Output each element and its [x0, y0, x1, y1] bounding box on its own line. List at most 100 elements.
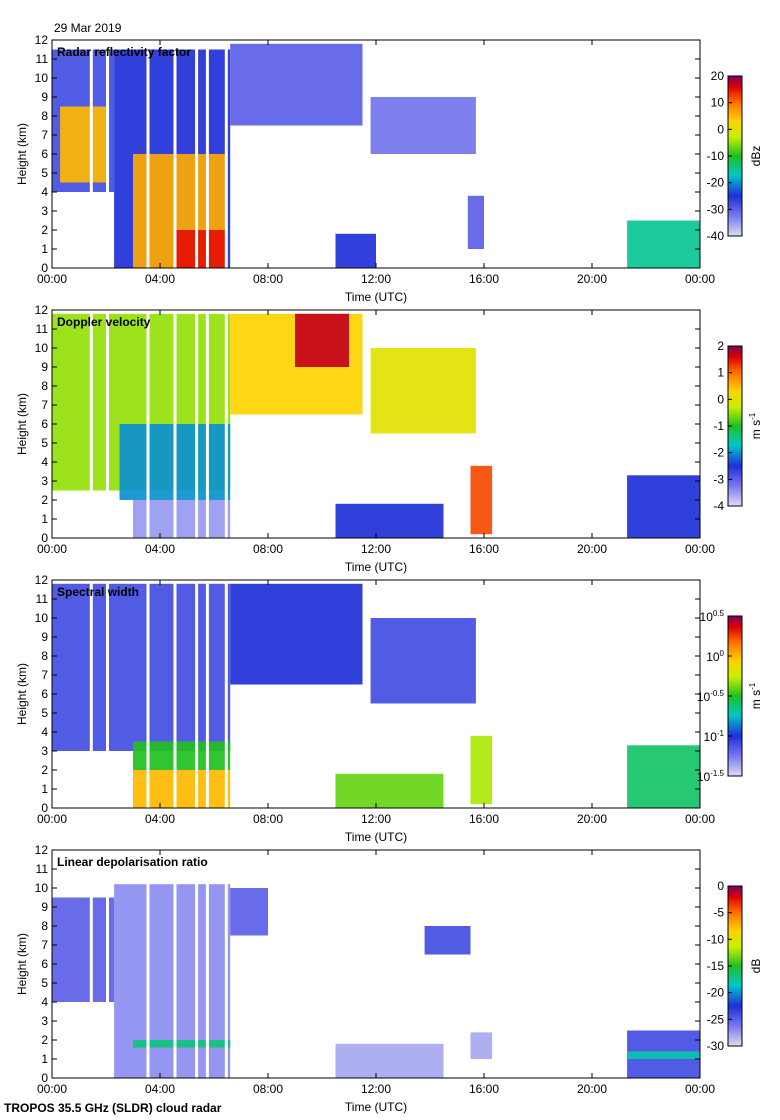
- y-tick-label: 6: [41, 417, 48, 431]
- data-gap: [89, 580, 93, 808]
- colorbar-unit: m s-1: [748, 682, 763, 709]
- data-region: [335, 1043, 444, 1078]
- colorbar-tick-label: -5: [713, 906, 724, 920]
- data-gap: [195, 850, 199, 1078]
- colorbar-tick-label: 2: [717, 339, 724, 353]
- y-tick-label: 3: [41, 204, 48, 218]
- colorbar-tick-label: 0: [717, 879, 724, 893]
- colorbar-tick-label: -3: [713, 472, 724, 486]
- data-regions: [52, 580, 700, 808]
- panel-title: Linear depolarisation ratio: [57, 855, 208, 869]
- y-tick-label: 0: [41, 531, 48, 545]
- data-gap: [195, 310, 199, 538]
- data-gap: [106, 310, 109, 538]
- y-tick-label: 2: [41, 1033, 48, 1047]
- y-tick-label: 10: [35, 341, 49, 355]
- x-tick-label: 08:00: [253, 272, 283, 286]
- colorbar-tick-label: 0: [717, 122, 724, 136]
- data-regions: [52, 310, 700, 538]
- date-label: 29 Mar 2019: [54, 21, 122, 35]
- data-gap: [195, 580, 199, 808]
- y-tick-label: 10: [35, 611, 49, 625]
- x-tick-label: 04:00: [145, 812, 175, 826]
- y-tick-label: 8: [41, 919, 48, 933]
- y-tick-label: 11: [36, 592, 49, 606]
- y-tick-label: 0: [41, 1071, 48, 1085]
- y-tick-label: 2: [41, 493, 48, 507]
- data-region: [467, 195, 484, 249]
- y-tick-label: 5: [41, 976, 48, 990]
- y-axis-label: Height (km): [15, 663, 29, 725]
- colorbar-tick-label: 100.5: [700, 609, 725, 624]
- x-tick-label: 00:00: [37, 812, 67, 826]
- y-tick-label: 7: [41, 938, 48, 952]
- x-tick-label: 12:00: [361, 812, 391, 826]
- y-tick-label: 10: [35, 881, 49, 895]
- data-gap: [173, 850, 177, 1078]
- data-region: [627, 475, 700, 538]
- colorbar-unit: dB: [749, 959, 763, 974]
- y-axis-label: Height (km): [15, 933, 29, 995]
- x-tick-label: 00:00: [37, 542, 67, 556]
- y-tick-label: 8: [41, 109, 48, 123]
- y-axis-label: Height (km): [15, 123, 29, 185]
- data-region: [335, 503, 444, 538]
- data-region: [370, 97, 476, 154]
- x-tick-label: 16:00: [469, 542, 499, 556]
- x-tick-label: 00:00: [37, 272, 67, 286]
- data-gap: [173, 40, 177, 268]
- x-axis-label: Time (UTC): [345, 560, 407, 574]
- y-tick-label: 7: [41, 668, 48, 682]
- data-region: [370, 348, 476, 434]
- y-tick-label: 8: [41, 649, 48, 663]
- data-gap: [205, 40, 209, 268]
- colorbar-tick-label: -40: [707, 229, 725, 243]
- x-axis-label: Time (UTC): [345, 1100, 407, 1114]
- x-axis-label: Time (UTC): [345, 290, 407, 304]
- y-tick-label: 9: [41, 360, 48, 374]
- data-region: [470, 1032, 493, 1059]
- colorbar-tick-label: -10: [707, 149, 725, 163]
- y-tick-label: 1: [41, 782, 48, 796]
- x-tick-label: 20:00: [577, 1082, 607, 1096]
- y-tick-label: 6: [41, 687, 48, 701]
- instrument-caption: TROPOS 35.5 GHz (SLDR) cloud radar: [4, 1101, 222, 1115]
- y-tick-label: 12: [35, 843, 49, 857]
- y-tick-label: 0: [41, 801, 48, 815]
- x-tick-label: 00:00: [685, 1082, 715, 1096]
- colorbar-tick-label: -25: [707, 1012, 725, 1026]
- colorbar-tick-label: -15: [707, 959, 725, 973]
- data-gap: [205, 580, 209, 808]
- y-tick-label: 4: [41, 185, 48, 199]
- data-region: [230, 43, 363, 126]
- colorbar-tick-label: 0: [717, 392, 724, 406]
- panel-title: Radar reflectivity factor: [57, 45, 191, 59]
- x-axis-label: Time (UTC): [345, 830, 407, 844]
- y-tick-label: 8: [41, 379, 48, 393]
- x-tick-label: 20:00: [577, 812, 607, 826]
- y-tick-label: 4: [41, 725, 48, 739]
- data-gap: [146, 850, 150, 1078]
- x-tick-label: 04:00: [145, 272, 175, 286]
- x-tick-label: 00:00: [685, 812, 715, 826]
- y-tick-label: 1: [41, 512, 48, 526]
- colorbar-tick-label: 10: [711, 96, 725, 110]
- y-tick-label: 9: [41, 630, 48, 644]
- data-gap: [89, 40, 93, 268]
- y-tick-label: 7: [41, 398, 48, 412]
- data-regions: [52, 40, 700, 268]
- data-gap: [205, 310, 209, 538]
- y-tick-label: 12: [35, 573, 49, 587]
- colorbar-tick-label: -20: [707, 176, 725, 190]
- y-tick-label: 7: [41, 128, 48, 142]
- y-tick-label: 5: [41, 436, 48, 450]
- data-region: [370, 618, 476, 704]
- x-tick-label: 12:00: [361, 1082, 391, 1096]
- x-tick-label: 04:00: [145, 542, 175, 556]
- data-region: [133, 1040, 231, 1048]
- data-gap: [195, 40, 199, 268]
- x-tick-label: 16:00: [469, 272, 499, 286]
